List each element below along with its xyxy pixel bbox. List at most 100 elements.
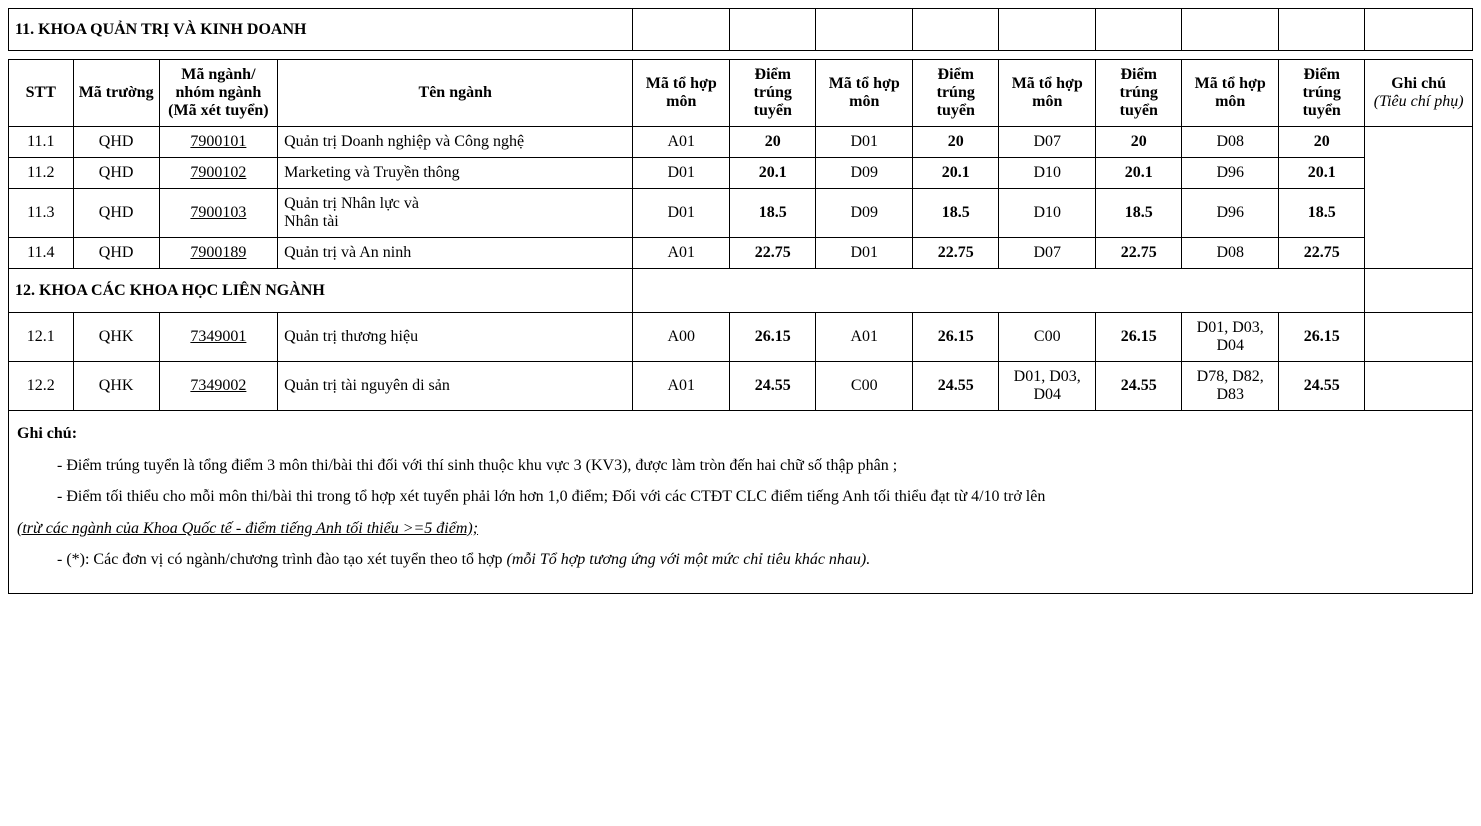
note-line-3a: - (*): Các đơn vị có ngành/chương trình … [57,551,507,568]
cell-d3: 22.75 [1096,238,1182,269]
cell-d4: 20 [1279,127,1365,158]
note-line-1: - Điểm trúng tuyển là tổng điểm 3 môn th… [57,453,1464,479]
cell-d3: 18.5 [1096,189,1182,238]
header-stt: STT [9,60,74,127]
table-row: 11.3 QHD 7900103 Quản trị Nhân lực vàNhâ… [9,189,1473,238]
cell-m3: C00 [999,313,1096,362]
cell-m2: D01 [816,238,913,269]
cell-m2: D09 [816,158,913,189]
cell-manganh: 7349001 [159,313,277,362]
major-code-link[interactable]: 7900101 [190,133,246,150]
cell-tennganh: Quản trị tài nguyên di sản [278,362,633,411]
table-header-row: STT Mã trường Mã ngành/ nhóm ngành (Mã x… [9,60,1473,127]
header-tennganh: Tên ngành [278,60,633,127]
header-ghichu-label: Ghi chú [1391,75,1446,92]
table-row: 11.4 QHD 7900189 Quản trị và An ninh A01… [9,238,1473,269]
cell-stt: 11.1 [9,127,74,158]
cell-d1: 26.15 [730,313,816,362]
cell-d1: 22.75 [730,238,816,269]
major-code-link[interactable]: 7349001 [190,328,246,345]
cell-d4: 18.5 [1279,189,1365,238]
header-manganh: Mã ngành/ nhóm ngành (Mã xét tuyển) [159,60,277,127]
cell-d2: 20 [913,127,999,158]
cell-m1: D01 [633,189,730,238]
header-matohop-4: Mã tổ hợp môn [1182,60,1279,127]
section12-title-row: 12. KHOA CÁC KHOA HỌC LIÊN NGÀNH [9,269,1473,313]
cell-stt: 11.4 [9,238,74,269]
table-row: 12.2 QHK 7349002 Quản trị tài nguyên di … [9,362,1473,411]
note-line-2: - Điểm tối thiểu cho mỗi môn thi/bài thi… [57,484,1464,510]
cell-tennganh: Quản trị và An ninh [278,238,633,269]
cell-d3: 26.15 [1096,313,1182,362]
notes-heading: Ghi chú: [17,421,1464,447]
cell-d4: 26.15 [1279,313,1365,362]
cell-manganh: 7900189 [159,238,277,269]
major-code-link[interactable]: 7900189 [190,244,246,261]
cell-matruong: QHD [73,238,159,269]
empty-cell [999,9,1096,51]
cell-m4: D08 [1182,238,1279,269]
cell-m4: D08 [1182,127,1279,158]
cell-d4: 24.55 [1279,362,1365,411]
header-matohop-2: Mã tổ hợp môn [816,60,913,127]
major-code-link[interactable]: 7900102 [190,164,246,181]
table-row: 11.2 QHD 7900102 Marketing và Truyền thô… [9,158,1473,189]
notes-section: Ghi chú: - Điểm trúng tuyển là tổng điểm… [8,411,1473,594]
header-ghichu: Ghi chú (Tiêu chí phụ) [1365,60,1473,127]
cell-ghichu [1365,313,1473,362]
empty-cell [633,9,730,51]
cell-m2: A01 [816,313,913,362]
cell-matruong: QHK [73,313,159,362]
cell-m3: D10 [999,158,1096,189]
cell-matruong: QHK [73,362,159,411]
note-line-3: - (*): Các đơn vị có ngành/chương trình … [57,547,1464,573]
cell-m3: D07 [999,238,1096,269]
major-code-link[interactable]: 7349002 [190,377,246,394]
cell-stt: 12.2 [9,362,74,411]
header-diemtt-3: Điểm trúng tuyển [1096,60,1182,127]
cell-m4: D78, D82, D83 [1182,362,1279,411]
cell-m4: D96 [1182,189,1279,238]
header-matohop-1: Mã tổ hợp môn [633,60,730,127]
note-line-2a: - Điểm tối thiểu cho mỗi môn thi/bài thi… [57,488,1045,505]
cell-tennganh: Quản trị Nhân lực vàNhân tài [278,189,633,238]
header-diemtt-2: Điểm trúng tuyển [913,60,999,127]
cell-d3: 20.1 [1096,158,1182,189]
empty-cell [1182,9,1279,51]
cell-tennganh: Quản trị thương hiệu [278,313,633,362]
header-diemtt-1: Điểm trúng tuyển [730,60,816,127]
cell-stt: 11.3 [9,189,74,238]
empty-cell [1365,269,1473,313]
header-matruong: Mã trường [73,60,159,127]
header-matohop-3: Mã tổ hợp môn [999,60,1096,127]
empty-cell [730,9,816,51]
cell-stt: 11.2 [9,158,74,189]
table-row: 12.1 QHK 7349001 Quản trị thương hiệu A0… [9,313,1473,362]
cell-d3: 24.55 [1096,362,1182,411]
cell-manganh: 7349002 [159,362,277,411]
cell-m1: A01 [633,238,730,269]
cell-d3: 20 [1096,127,1182,158]
header-diemtt-4: Điểm trúng tuyển [1279,60,1365,127]
cell-m2: D09 [816,189,913,238]
cell-m4: D01, D03, D04 [1182,313,1279,362]
cell-d4: 20.1 [1279,158,1365,189]
major-code-link[interactable]: 7900103 [190,204,246,221]
cell-matruong: QHD [73,158,159,189]
cell-m3: D10 [999,189,1096,238]
cell-d2: 20.1 [913,158,999,189]
cell-m1: D01 [633,158,730,189]
cell-m4: D96 [1182,158,1279,189]
cell-m1: A01 [633,127,730,158]
cell-manganh: 7900103 [159,189,277,238]
cell-d2: 22.75 [913,238,999,269]
cell-d1: 24.55 [730,362,816,411]
cell-d1: 20 [730,127,816,158]
cell-d2: 18.5 [913,189,999,238]
empty-cell [633,269,1365,313]
section11-title-row: 11. KHOA QUẢN TRỊ VÀ KINH DOANH [9,9,1473,51]
cell-d4: 22.75 [1279,238,1365,269]
cell-tennganh: Quản trị Doanh nghiệp và Công nghệ [278,127,633,158]
cell-d2: 24.55 [913,362,999,411]
empty-cell [1279,9,1365,51]
